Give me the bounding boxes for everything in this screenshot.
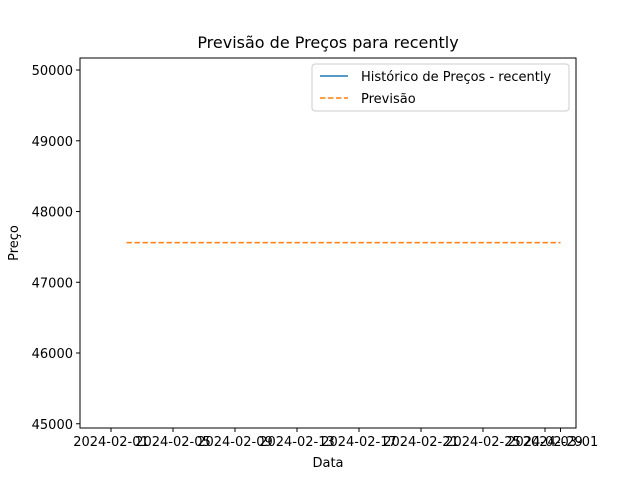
x-tick-label: 2024-02-05 [135,435,211,450]
y-tick-label: 46000 [32,347,73,362]
legend-box [311,63,570,112]
legend: Histórico de Preços - recently Previsão [311,63,570,112]
y-axis-ticks: 45000 46000 47000 48000 49000 50000 [32,64,80,433]
x-tick-label: 2024-02-29 [507,435,583,450]
y-axis-label: Preço [7,225,22,261]
x-tick-label: 2024-02-13 [259,435,335,450]
x-tick-label: 2024-02-09 [197,435,273,450]
x-tick-label: 2024-02-17 [321,435,397,450]
x-tick-label: 2024-02-21 [383,435,459,450]
x-tick-label: 2024-02-01 [73,435,149,450]
y-tick-label: 48000 [32,206,73,221]
y-tick-label: 47000 [32,276,73,291]
x-axis-label: Data [312,456,343,471]
chart-title: Previsão de Preços para recently [197,33,458,52]
legend-label-historico: Histórico de Preços - recently [361,70,551,85]
x-tick-label: 2024-03-01 [523,435,599,450]
y-tick-label: 49000 [32,135,73,150]
x-axis-ticks: 2024-02-012024-02-052024-02-092024-02-13… [73,428,598,450]
y-tick-label: 45000 [32,418,73,433]
legend-label-previsao: Previsão [361,92,416,107]
y-tick-label: 50000 [32,64,73,79]
x-tick-label: 2024-02-25 [445,435,521,450]
